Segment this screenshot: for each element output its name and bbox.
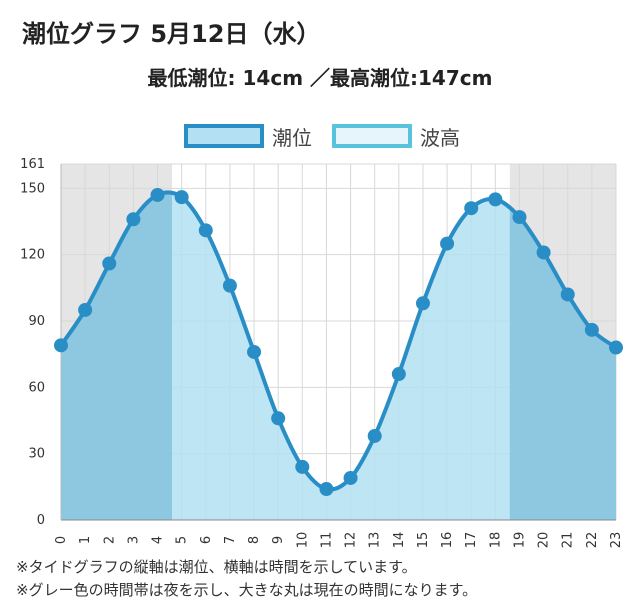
x-tick-label-6: 6 <box>199 536 214 544</box>
tide-point-5 <box>174 190 189 205</box>
tide-point-22 <box>584 322 599 337</box>
tide-point-13 <box>367 428 382 443</box>
x-tick-label-13: 13 <box>368 532 383 549</box>
x-tick-label-21: 21 <box>561 532 576 549</box>
x-tick-label-12: 12 <box>344 532 359 549</box>
y-tick-label-161: 161 <box>20 157 45 172</box>
legend-item-wave[interactable]: 波高 <box>332 118 460 154</box>
y-tick-label-30: 30 <box>28 447 45 462</box>
tide-point-7 <box>222 278 237 293</box>
tide-point-0 <box>54 338 68 353</box>
legend-item-tide[interactable]: 潮位 <box>184 118 312 154</box>
tide-point-6 <box>198 223 213 238</box>
tide-point-10 <box>295 459 310 474</box>
tide-point-15 <box>415 296 430 311</box>
legend-swatch-tide <box>184 124 264 148</box>
x-tick-label-17: 17 <box>464 532 479 549</box>
tide-point-11 <box>319 482 334 497</box>
chart-notes: ※タイドグラフの縦軸は潮位、横軸は時間を示しています。 ※グレー色の時間帯は夜を… <box>16 556 477 602</box>
x-tick-label-15: 15 <box>416 532 431 549</box>
tide-point-18 <box>488 192 503 207</box>
x-tick-label-20: 20 <box>537 532 552 549</box>
legend-swatch-wave <box>332 124 412 148</box>
x-tick-label-14: 14 <box>392 532 407 549</box>
tide-area-night-1 <box>509 207 616 520</box>
x-tick-label-1: 1 <box>78 536 93 544</box>
page-title: 潮位グラフ 5月12日（水） <box>22 20 321 48</box>
chart-legend: 潮位 波高 <box>0 118 640 154</box>
x-tick-label-23: 23 <box>609 532 624 549</box>
x-tick-label-4: 4 <box>151 536 166 544</box>
x-tick-label-10: 10 <box>295 532 310 549</box>
x-tick-label-7: 7 <box>223 536 238 544</box>
y-tick-label-0: 0 <box>37 513 45 528</box>
tide-point-21 <box>560 287 575 302</box>
legend-label-wave: 波高 <box>420 125 460 150</box>
tide-area-night-0 <box>61 192 172 520</box>
tide-point-17 <box>464 201 479 216</box>
y-tick-label-90: 90 <box>28 314 45 329</box>
x-tick-label-3: 3 <box>126 536 141 544</box>
tide-point-23 <box>609 340 623 355</box>
tide-point-2 <box>102 256 117 271</box>
tide-point-3 <box>126 212 141 227</box>
y-tick-label-120: 120 <box>20 248 45 263</box>
y-tick-label-150: 150 <box>20 181 45 196</box>
tide-point-12 <box>343 470 358 485</box>
x-tick-label-11: 11 <box>319 532 334 549</box>
x-tick-label-19: 19 <box>512 532 527 549</box>
x-tick-label-18: 18 <box>488 532 503 549</box>
x-tick-label-22: 22 <box>585 532 600 549</box>
x-tick-label-9: 9 <box>271 536 286 544</box>
legend-label-tide: 潮位 <box>272 125 312 150</box>
tide-point-19 <box>512 210 527 225</box>
tide-point-16 <box>440 236 455 251</box>
tide-area <box>61 192 616 521</box>
x-tick-label-2: 2 <box>102 536 117 544</box>
tide-point-20 <box>536 245 551 260</box>
note-night: ※グレー色の時間帯は夜を示し、大きな丸は現在の時間になります。 <box>16 581 478 599</box>
x-tick-label-16: 16 <box>440 532 455 549</box>
tide-point-1 <box>78 302 93 317</box>
y-tick-label-60: 60 <box>28 380 45 395</box>
x-tick-label-8: 8 <box>247 536 262 544</box>
x-tick-label-0: 0 <box>54 536 69 544</box>
tide-point-9 <box>271 411 286 426</box>
tide-point-4 <box>150 187 165 202</box>
note-axis: ※タイドグラフの縦軸は潮位、横軸は時間を示しています。 <box>16 558 417 576</box>
x-tick-label-5: 5 <box>175 536 190 544</box>
tide-summary: 最低潮位: 14cm ／最高潮位:147cm <box>147 66 493 90</box>
tide-point-8 <box>247 344 262 359</box>
tide-point-14 <box>391 367 406 382</box>
